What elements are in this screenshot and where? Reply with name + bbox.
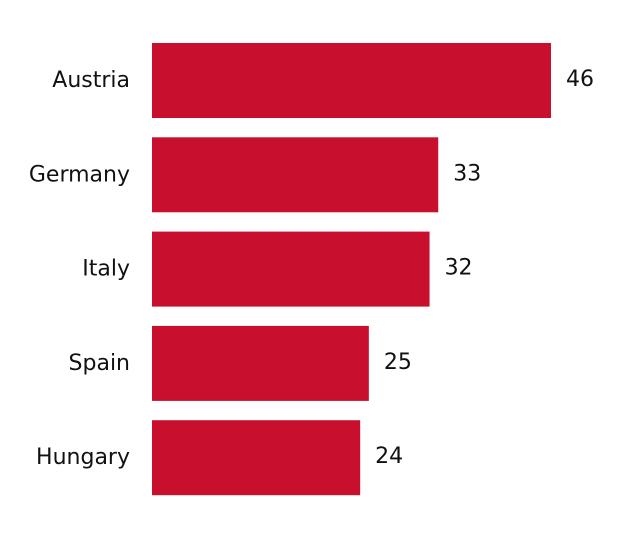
bars-layer bbox=[152, 43, 551, 496]
bar-spain bbox=[152, 325, 369, 401]
value-label-spain: 25 bbox=[384, 350, 412, 375]
value-label-italy: 32 bbox=[445, 256, 473, 281]
category-label-spain: Spain bbox=[69, 351, 130, 376]
bar-italy bbox=[152, 231, 430, 307]
category-label-italy: Italy bbox=[82, 257, 130, 282]
value-label-germany: 33 bbox=[453, 161, 481, 186]
category-label-germany: Germany bbox=[29, 162, 130, 187]
category-labels: Austria Germany Italy Spain Hungary bbox=[29, 68, 130, 470]
value-label-austria: 46 bbox=[566, 67, 594, 92]
category-label-austria: Austria bbox=[52, 68, 130, 93]
bar-germany bbox=[152, 137, 439, 213]
bar-hungary bbox=[152, 420, 361, 496]
bar-austria bbox=[152, 43, 551, 118]
value-labels: 46 33 32 25 24 bbox=[375, 67, 594, 469]
category-label-hungary: Hungary bbox=[36, 445, 130, 470]
value-label-hungary: 24 bbox=[375, 444, 403, 469]
